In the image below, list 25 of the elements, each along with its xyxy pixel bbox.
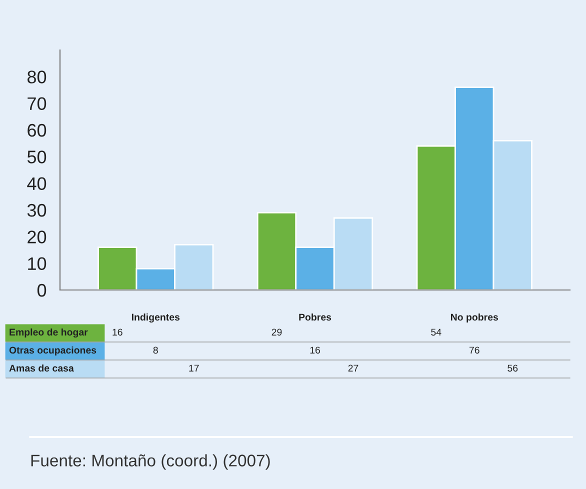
data-label: 76 [469, 346, 480, 354]
source-note: Fuente: Montaño (coord.) (2007) [31, 454, 270, 470]
data-label: 17 [189, 364, 199, 372]
x-tick-label: Pobres [299, 313, 332, 321]
y-tick-label: 50 [27, 150, 46, 164]
y-tick-label: 40 [27, 177, 46, 190]
data-label: 16 [112, 328, 122, 336]
y-tick-label: 70 [28, 97, 46, 110]
y-tick-label: 30 [27, 204, 46, 217]
y-tick-label: 10 [28, 257, 46, 270]
y-tick-label: 20 [28, 230, 46, 244]
text: Empleo de hogar [10, 328, 88, 338]
y-tick-label: 60 [28, 124, 46, 137]
x-tick-label: No pobres [450, 313, 498, 323]
y-tick-label: 0 [37, 284, 46, 297]
y-tick-label: 80 [28, 70, 46, 84]
text: Otras ocupaciones [9, 346, 96, 356]
text: Amas de casa [9, 364, 74, 372]
data-label: 27 [348, 364, 358, 372]
data-label: 56 [508, 364, 518, 372]
x-tick-label: Indigentes [132, 313, 180, 323]
data-label: 16 [310, 346, 320, 354]
data-label: 54 [431, 328, 442, 336]
data-label: 8 [153, 346, 158, 354]
data-label: 29 [272, 328, 282, 336]
